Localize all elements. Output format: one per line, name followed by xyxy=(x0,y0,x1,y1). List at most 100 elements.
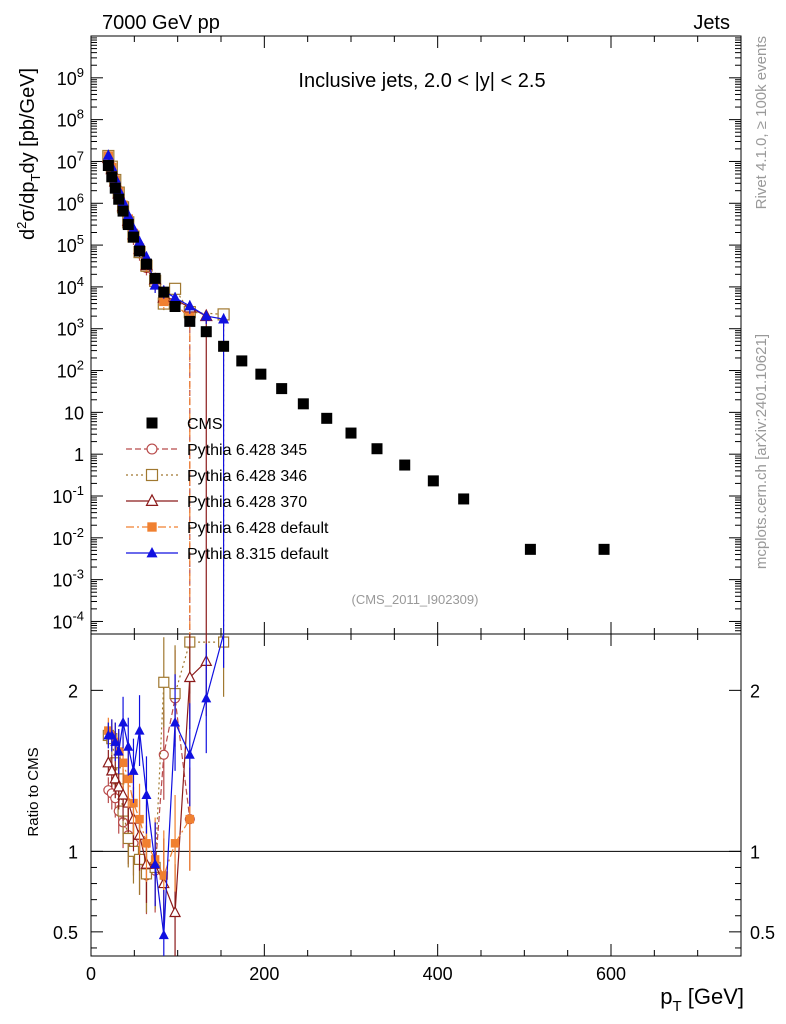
y-tick-label: 102 xyxy=(57,358,84,382)
ratio-point xyxy=(135,814,144,824)
cms-point xyxy=(297,398,309,410)
legend-marker xyxy=(145,468,159,482)
mcplots-label: mcplots.cern.ch [arXiv:2401.10621] xyxy=(753,334,770,569)
series-0 xyxy=(102,154,196,634)
y-tick-label: 108 xyxy=(57,107,84,131)
ratio-point xyxy=(141,789,152,799)
data-point xyxy=(159,296,169,307)
y-tick-label: 104 xyxy=(57,274,84,298)
x-tick-label: 400 xyxy=(423,964,453,984)
legend: CMS Pythia 6.428 345 Pythia 6.428 346 Pythi… xyxy=(126,416,329,563)
x-tick-label: 600 xyxy=(596,964,626,984)
y-tick-label: 1 xyxy=(74,445,84,465)
ratio-point xyxy=(124,774,133,784)
data-point xyxy=(134,235,146,247)
analysis-label: (CMS_2011_I902309) xyxy=(352,592,479,607)
ratio-point xyxy=(158,676,170,688)
ratio-tick-label-right: 1 xyxy=(750,842,760,862)
legend-label: Pythia 6.428 345 xyxy=(187,442,307,459)
cms-point xyxy=(321,412,333,424)
cms-point xyxy=(106,171,118,183)
cms-point xyxy=(122,219,134,231)
data-point xyxy=(169,291,181,303)
ratio-point xyxy=(109,772,122,784)
energy-label: 7000 GeV pp xyxy=(102,12,220,34)
x-tick-label: 0 xyxy=(86,964,96,984)
cms-point xyxy=(127,231,139,243)
cms-point xyxy=(345,427,357,439)
ratio-tick-label: 0.5 xyxy=(53,923,78,943)
ratio-point xyxy=(105,764,118,776)
x-axis-label: pT [GeV] xyxy=(660,984,744,1015)
ratio-point xyxy=(169,905,182,918)
ratio-tick-label-right: 2 xyxy=(750,681,760,701)
legend-entry: Pythia 6.428 370 xyxy=(126,493,307,511)
cms-data xyxy=(102,160,610,555)
legend-marker xyxy=(147,522,157,532)
x-tick-label: 200 xyxy=(249,964,279,984)
series-line xyxy=(107,157,207,317)
legend-entry: Pythia 8.315 default xyxy=(126,546,329,563)
cms-point xyxy=(218,340,230,352)
legend-label: Pythia 6.428 370 xyxy=(187,494,307,511)
y-tick-label: 103 xyxy=(57,316,84,340)
y-tick-label: 107 xyxy=(57,148,84,172)
legend-marker xyxy=(146,417,158,429)
main-series xyxy=(101,149,610,634)
data-point xyxy=(218,313,230,324)
legend-entry: Pythia 6.428 345 xyxy=(126,442,307,459)
legend-label: Pythia 8.315 default xyxy=(187,546,329,563)
ratio-point xyxy=(117,788,130,800)
legend-marker xyxy=(146,443,158,455)
ratio-axis-label: Ratio to CMS xyxy=(25,747,42,836)
ratio-point xyxy=(128,765,139,775)
y-tick-label: 10-4 xyxy=(52,608,84,632)
legend-label: Pythia 6.428 346 xyxy=(187,468,307,485)
ratio-point xyxy=(102,756,115,768)
ratio-series xyxy=(91,633,741,956)
cms-point xyxy=(276,383,288,395)
data-point xyxy=(149,279,161,290)
cms-point xyxy=(102,160,114,172)
ratio-point xyxy=(118,758,128,768)
cms-point xyxy=(200,326,212,338)
y-tick-label: 106 xyxy=(57,190,84,214)
ratio-tick-label-right: 0.5 xyxy=(750,923,775,943)
ratio-point xyxy=(110,736,121,746)
y-axis-label: d2σ/dpTdy [pb/GeV] xyxy=(14,68,43,240)
ratio-point xyxy=(201,692,212,703)
y-tick-label: 10 xyxy=(64,403,84,423)
axis-ticks: 0 200 400 60010-410-310-210-111010210310410… xyxy=(52,35,775,984)
ratio-point xyxy=(112,780,125,792)
ratio-point xyxy=(185,814,195,824)
ratio-point xyxy=(118,717,129,727)
legend-entry: CMS xyxy=(146,416,223,433)
cms-point xyxy=(113,193,125,205)
rivet-version-label: Rivet 4.1.0, ≥ 100k events xyxy=(753,36,770,209)
process-label: Jets xyxy=(693,12,730,34)
cms-point xyxy=(169,301,181,313)
ratio-point xyxy=(170,717,181,727)
ratio-point xyxy=(142,839,151,848)
legend-label: CMS xyxy=(187,416,223,433)
ratio-tick-label: 1 xyxy=(68,842,78,862)
cms-point xyxy=(184,315,196,327)
data-point xyxy=(184,299,196,311)
ratio-point xyxy=(123,741,134,751)
legend-marker xyxy=(146,546,158,558)
ratio-series-2 xyxy=(102,634,213,956)
cms-point xyxy=(399,459,411,471)
legend-entry: Pythia 6.428 default xyxy=(126,520,329,537)
y-tick-label: 10-2 xyxy=(52,525,84,549)
y-tick-label: 10-3 xyxy=(52,567,84,591)
main-plot-frame xyxy=(90,35,742,635)
cms-point xyxy=(117,205,129,217)
ratio-point xyxy=(122,832,134,845)
data-point xyxy=(102,149,114,160)
ratio-point xyxy=(134,725,145,735)
cms-point xyxy=(109,182,121,194)
ratio-point xyxy=(158,929,169,940)
ratio-tick-label: 2 xyxy=(68,681,78,701)
legend-label: Pythia 6.428 default xyxy=(187,520,329,537)
cms-point xyxy=(255,368,267,380)
